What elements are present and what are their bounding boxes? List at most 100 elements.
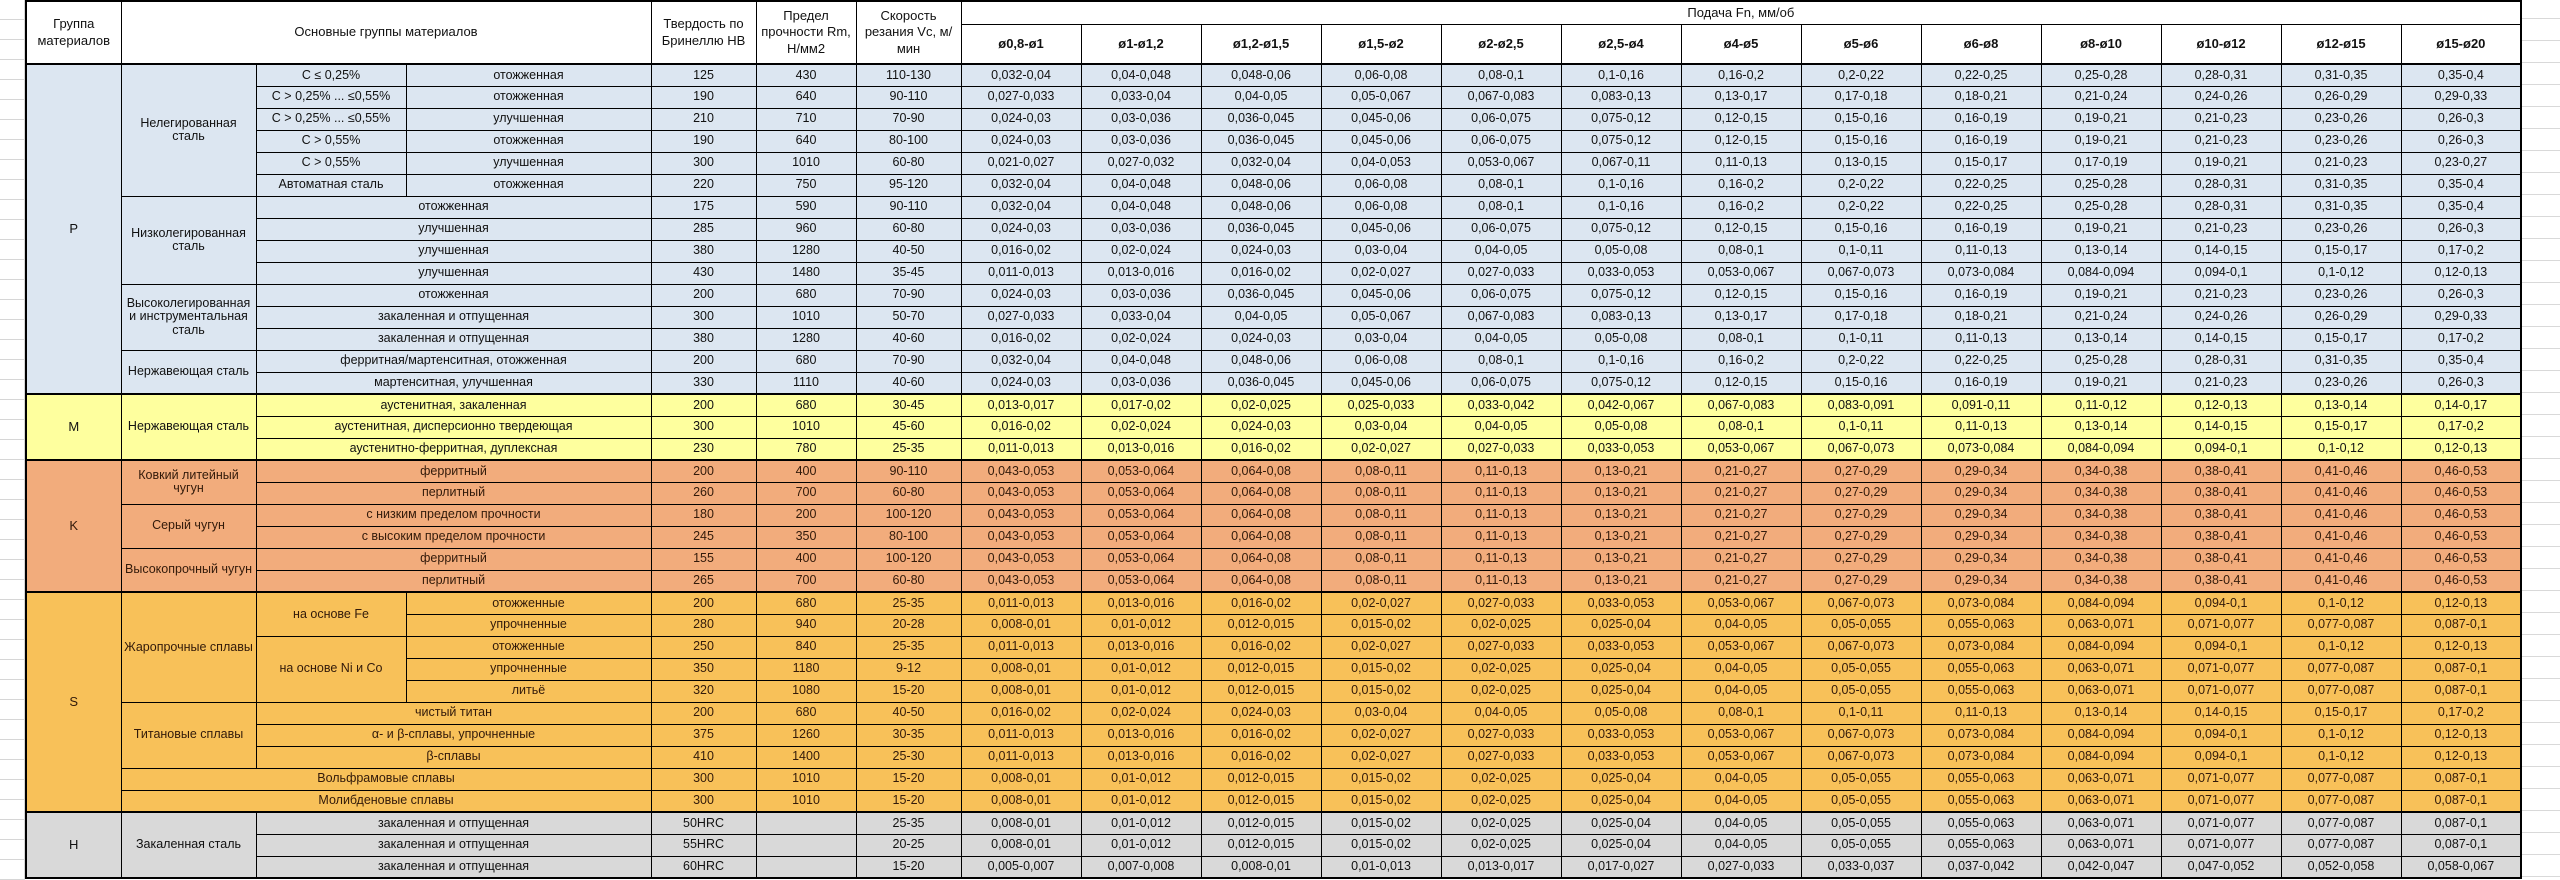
feed-cell[interactable]: 0,037-0,042 xyxy=(1920,855,2042,879)
feed-cell[interactable]: 0,027-0,033 xyxy=(960,85,1082,109)
feed-cell[interactable]: 0,053-0,067 xyxy=(1680,745,1802,769)
feed-cell[interactable]: 0,04-0,05 xyxy=(1200,85,1322,109)
feed-cell[interactable]: 0,036-0,045 xyxy=(1200,217,1322,241)
feed-cell[interactable]: 0,094-0,1 xyxy=(2160,745,2282,769)
strength-cell[interactable]: 680 xyxy=(755,393,857,417)
hardness-cell[interactable]: 410 xyxy=(650,745,757,769)
feed-cell[interactable]: 0,29-0,33 xyxy=(2400,305,2522,329)
feed-cell[interactable]: 0,31-0,35 xyxy=(2280,195,2402,219)
strength-cell[interactable]: 680 xyxy=(755,349,857,373)
speed-cell[interactable]: 15-20 xyxy=(855,789,962,813)
feed-cell[interactable]: 0,11-0,13 xyxy=(1680,151,1802,175)
feed-cell[interactable]: 0,094-0,1 xyxy=(2160,723,2282,747)
feed-cell[interactable]: 0,38-0,41 xyxy=(2160,525,2282,549)
feed-cell[interactable]: 0,08-0,1 xyxy=(1680,415,1802,439)
feed-cell[interactable]: 0,027-0,033 xyxy=(1440,723,1562,747)
feed-cell[interactable]: 0,083-0,13 xyxy=(1560,85,1682,109)
feed-cell[interactable]: 0,011-0,013 xyxy=(960,723,1082,747)
feed-cell[interactable]: 0,032-0,04 xyxy=(960,63,1082,87)
feed-cell[interactable]: 0,03-0,036 xyxy=(1080,129,1202,153)
feed-cell[interactable]: 0,41-0,46 xyxy=(2280,547,2402,571)
feed-cell[interactable]: 0,016-0,02 xyxy=(1200,437,1322,461)
feed-cell[interactable]: 0,1-0,16 xyxy=(1560,195,1682,219)
feed-cell[interactable]: 0,012-0,015 xyxy=(1200,811,1322,835)
feed-cell[interactable]: 0,015-0,02 xyxy=(1320,833,1442,857)
material-cell[interactable]: Ковкий литейный чугун xyxy=(120,459,257,505)
hardness-cell[interactable]: 265 xyxy=(650,569,757,593)
material-cell[interactable]: с низким пределом прочности xyxy=(255,503,652,527)
feed-cell[interactable]: 0,29-0,34 xyxy=(1920,525,2042,549)
feed-cell[interactable]: 0,055-0,063 xyxy=(1920,767,2042,791)
feed-cell[interactable]: 0,048-0,06 xyxy=(1200,63,1322,87)
feed-cell[interactable]: 0,2-0,22 xyxy=(1800,349,1922,373)
feed-cell[interactable]: 0,03-0,036 xyxy=(1080,371,1202,395)
feed-cell[interactable]: 0,03-0,036 xyxy=(1080,217,1202,241)
feed-cell[interactable]: 0,013-0,016 xyxy=(1080,591,1202,615)
feed-cell[interactable]: 0,033-0,042 xyxy=(1440,393,1562,417)
strength-cell[interactable]: 1080 xyxy=(755,679,857,703)
feed-cell[interactable]: 0,16-0,19 xyxy=(1920,129,2042,153)
feed-cell[interactable]: 0,087-0,1 xyxy=(2400,811,2522,835)
feed-cell[interactable]: 0,053-0,064 xyxy=(1080,481,1202,505)
feed-cell[interactable]: 0,02-0,025 xyxy=(1440,789,1562,813)
feed-cell[interactable]: 0,04-0,05 xyxy=(1680,657,1802,681)
feed-cell[interactable]: 0,19-0,21 xyxy=(2040,283,2162,307)
speed-cell[interactable]: 15-20 xyxy=(855,679,962,703)
material-cell[interactable]: упрочненные xyxy=(405,657,652,681)
feed-cell[interactable]: 0,071-0,077 xyxy=(2160,833,2282,857)
material-cell[interactable]: Титановые сплавы xyxy=(120,701,257,769)
feed-cell[interactable]: 0,016-0,02 xyxy=(960,239,1082,263)
feed-cell[interactable]: 0,087-0,1 xyxy=(2400,767,2522,791)
hardness-cell[interactable]: 280 xyxy=(650,613,757,637)
feed-cell[interactable]: 0,011-0,013 xyxy=(960,437,1082,461)
material-cell[interactable]: Высокопрочный чугун xyxy=(120,547,257,593)
feed-cell[interactable]: 0,46-0,53 xyxy=(2400,459,2522,483)
strength-cell[interactable]: 1010 xyxy=(755,415,857,439)
hardness-cell[interactable]: 50HRC xyxy=(650,811,757,835)
feed-cell[interactable]: 0,047-0,052 xyxy=(2160,855,2282,879)
feed-cell[interactable]: 0,16-0,19 xyxy=(1920,371,2042,395)
feed-cell[interactable]: 0,084-0,094 xyxy=(2040,437,2162,461)
speed-cell[interactable]: 70-90 xyxy=(855,283,962,307)
feed-cell[interactable]: 0,024-0,03 xyxy=(960,371,1082,395)
feed-cell[interactable]: 0,05-0,08 xyxy=(1560,701,1682,725)
material-cell[interactable]: С > 0,25% ... ≤0,55% xyxy=(255,85,407,109)
strength-cell[interactable]: 1280 xyxy=(755,239,857,263)
group-letter-cell[interactable]: H xyxy=(25,811,122,879)
feed-cell[interactable]: 0,063-0,071 xyxy=(2040,657,2162,681)
feed-cell[interactable]: 0,033-0,053 xyxy=(1560,437,1682,461)
feed-cell[interactable]: 0,08-0,1 xyxy=(1440,63,1562,87)
strength-cell[interactable]: 940 xyxy=(755,613,857,637)
feed-cell[interactable]: 0,25-0,28 xyxy=(2040,195,2162,219)
feed-cell[interactable]: 0,14-0,15 xyxy=(2160,239,2282,263)
feed-cell[interactable]: 0,08-0,1 xyxy=(1680,327,1802,351)
strength-cell[interactable]: 700 xyxy=(755,481,857,505)
feed-cell[interactable]: 0,03-0,036 xyxy=(1080,283,1202,307)
material-cell[interactable]: β-сплавы xyxy=(255,745,652,769)
feed-cell[interactable]: 0,21-0,24 xyxy=(2040,85,2162,109)
material-cell[interactable]: аустенитная, закаленная xyxy=(255,393,652,417)
material-cell[interactable]: С ≤ 0,25% xyxy=(255,63,407,87)
feed-cell[interactable]: 0,063-0,071 xyxy=(2040,789,2162,813)
feed-cell[interactable]: 0,05-0,08 xyxy=(1560,327,1682,351)
feed-cell[interactable]: 0,35-0,4 xyxy=(2400,63,2522,87)
feed-cell[interactable]: 0,08-0,1 xyxy=(1440,173,1562,197)
feed-cell[interactable]: 0,042-0,047 xyxy=(2040,855,2162,879)
feed-cell[interactable]: 0,17-0,2 xyxy=(2400,239,2522,263)
feed-cell[interactable]: 0,04-0,048 xyxy=(1080,195,1202,219)
feed-cell[interactable]: 0,21-0,23 xyxy=(2160,129,2282,153)
feed-cell[interactable]: 0,2-0,22 xyxy=(1800,195,1922,219)
feed-cell[interactable]: 0,13-0,21 xyxy=(1560,481,1682,505)
feed-cell[interactable]: 0,18-0,21 xyxy=(1920,85,2042,109)
feed-cell[interactable]: 0,045-0,06 xyxy=(1320,283,1442,307)
feed-cell[interactable]: 0,13-0,21 xyxy=(1560,569,1682,593)
feed-cell[interactable]: 0,075-0,12 xyxy=(1560,129,1682,153)
hardness-cell[interactable]: 200 xyxy=(650,459,757,483)
feed-cell[interactable]: 0,027-0,033 xyxy=(1440,591,1562,615)
feed-cell[interactable]: 0,12-0,13 xyxy=(2400,261,2522,285)
feed-cell[interactable]: 0,11-0,13 xyxy=(1920,415,2042,439)
strength-cell[interactable]: 1010 xyxy=(755,789,857,813)
strength-cell[interactable]: 640 xyxy=(755,85,857,109)
speed-cell[interactable]: 50-70 xyxy=(855,305,962,329)
feed-cell[interactable]: 0,04-0,048 xyxy=(1080,63,1202,87)
